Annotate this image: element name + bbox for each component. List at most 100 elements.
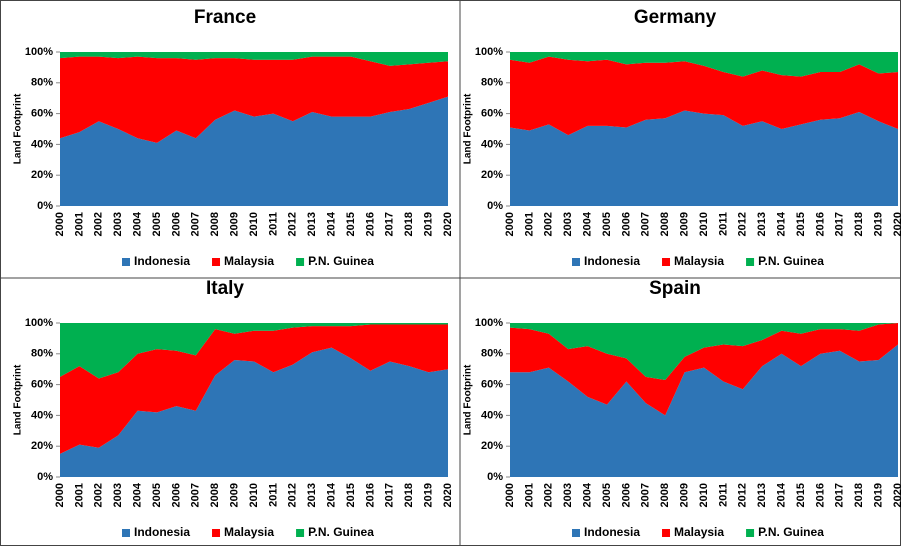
- legend-swatch: [746, 529, 755, 537]
- x-tick-label: 2007: [640, 212, 652, 236]
- x-tick-label: 2017: [834, 483, 846, 507]
- x-tick-label: 2001: [523, 483, 535, 507]
- area: [60, 324, 448, 454]
- y-tick-label: 100%: [25, 46, 53, 58]
- chart-title: Spain: [649, 278, 701, 299]
- legend-label: Malaysia: [224, 254, 274, 268]
- x-tick-label: 2010: [248, 212, 260, 236]
- x-tick-label: 2006: [170, 483, 182, 507]
- y-tick-label: 100%: [25, 317, 53, 329]
- x-tick-label: 2002: [93, 483, 105, 507]
- x-tick-label: 2010: [698, 483, 710, 507]
- legend-swatch: [746, 258, 755, 266]
- x-tick-label: 2006: [620, 212, 632, 236]
- y-tick-label: 60%: [481, 108, 503, 120]
- x-tick-label: 2007: [190, 212, 202, 236]
- x-tick-label: 2013: [306, 483, 318, 507]
- x-tick-label: 2005: [151, 212, 163, 236]
- x-tick-label: 2011: [717, 212, 729, 236]
- legend-swatch: [296, 258, 305, 266]
- x-tick-label: 2014: [776, 482, 788, 507]
- y-tick-label: 20%: [31, 440, 53, 452]
- area: [60, 323, 448, 379]
- x-tick-label: 2018: [403, 483, 415, 507]
- x-tick-label: 2012: [287, 483, 299, 507]
- legend-swatch: [122, 258, 130, 266]
- x-tick-label: 2015: [345, 483, 357, 507]
- area: [510, 323, 898, 380]
- x-tick-label: 2000: [54, 483, 66, 507]
- y-tick-label: 40%: [31, 138, 53, 150]
- x-tick-label: 2018: [403, 212, 415, 236]
- x-tick-label: 2009: [229, 483, 241, 507]
- x-tick-label: 2012: [737, 212, 749, 236]
- x-tick-label: 2004: [582, 482, 594, 507]
- x-tick-label: 2009: [679, 483, 691, 507]
- x-tick-label: 2007: [640, 483, 652, 507]
- x-tick-label: 2002: [543, 483, 555, 507]
- x-tick-label: 2015: [795, 483, 807, 507]
- legend-label: P.N. Guinea: [308, 254, 374, 268]
- legend-swatch: [212, 258, 221, 266]
- x-tick-label: 2019: [423, 212, 435, 236]
- area: [510, 323, 898, 416]
- x-tick-label: 2001: [73, 483, 85, 507]
- x-tick-label: 2014: [326, 482, 338, 507]
- x-tick-label: 2008: [659, 483, 671, 507]
- chart-title: France: [194, 7, 256, 28]
- x-tick-label: 2015: [795, 212, 807, 236]
- y-axis-label: Land Footprint: [13, 364, 24, 435]
- legend-label: Malaysia: [674, 254, 724, 268]
- legend-label: Indonesia: [584, 254, 640, 268]
- y-tick-label: 60%: [31, 379, 53, 391]
- x-tick-label: 2008: [209, 212, 221, 236]
- x-tick-label: 2005: [601, 483, 613, 507]
- x-tick-label: 2007: [190, 483, 202, 507]
- x-tick-label: 2019: [873, 212, 885, 236]
- area: [510, 110, 898, 206]
- x-tick-label: 2004: [132, 211, 144, 236]
- area: [510, 56, 898, 136]
- x-tick-label: 2014: [776, 211, 788, 236]
- y-tick-label: 100%: [475, 317, 503, 329]
- area: [60, 56, 448, 143]
- x-tick-label: 2020: [892, 212, 901, 236]
- y-axis-label: Land Footprint: [13, 93, 24, 164]
- x-tick-label: 2016: [814, 212, 826, 236]
- x-tick-label: 2012: [287, 212, 299, 236]
- y-tick-label: 40%: [481, 409, 503, 421]
- legend-swatch: [572, 258, 580, 266]
- y-tick-label: 20%: [481, 440, 503, 452]
- x-tick-label: 2001: [73, 212, 85, 236]
- x-tick-label: 2013: [306, 212, 318, 236]
- legend-label: Indonesia: [134, 525, 190, 539]
- x-tick-label: 2004: [132, 482, 144, 507]
- area: [510, 52, 898, 77]
- x-tick-label: 2020: [892, 483, 901, 507]
- x-tick-label: 2000: [54, 212, 66, 236]
- y-tick-label: 80%: [481, 348, 503, 360]
- x-tick-label: 2002: [543, 212, 555, 236]
- x-tick-label: 2000: [504, 212, 516, 236]
- y-axis-label: Land Footprint: [463, 364, 474, 435]
- y-tick-label: 80%: [481, 77, 503, 89]
- x-tick-label: 2011: [267, 483, 279, 507]
- x-tick-label: 2020: [442, 212, 454, 236]
- x-tick-label: 2017: [384, 483, 396, 507]
- legend-swatch: [296, 529, 305, 537]
- x-tick-label: 2010: [248, 483, 260, 507]
- x-tick-label: 2020: [442, 483, 454, 507]
- x-tick-label: 2013: [756, 483, 768, 507]
- x-tick-label: 2005: [151, 483, 163, 507]
- legend-swatch: [662, 529, 671, 537]
- chart-title: Germany: [634, 7, 717, 28]
- x-tick-label: 2004: [582, 211, 594, 236]
- y-tick-label: 40%: [481, 138, 503, 150]
- x-tick-label: 2009: [679, 212, 691, 236]
- chart-title: Italy: [206, 278, 244, 299]
- x-tick-label: 2003: [112, 212, 124, 236]
- y-tick-label: 80%: [31, 348, 53, 360]
- y-axis-label: Land Footprint: [463, 93, 474, 164]
- x-tick-label: 2011: [267, 212, 279, 236]
- y-tick-label: 40%: [31, 409, 53, 421]
